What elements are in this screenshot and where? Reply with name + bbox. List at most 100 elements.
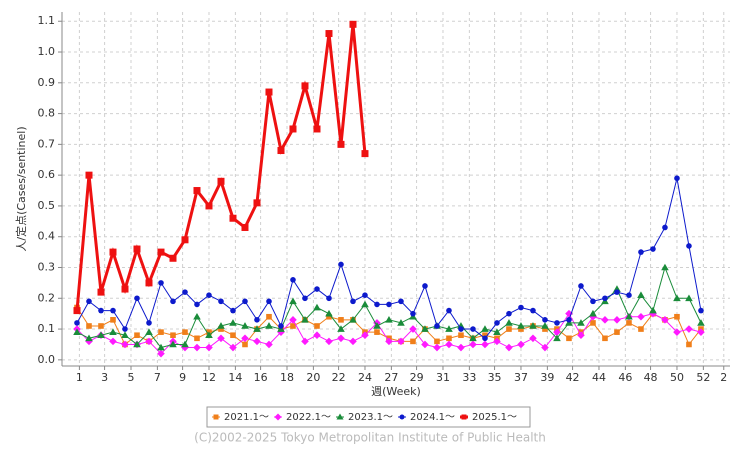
legend-box <box>206 406 531 428</box>
data-point <box>505 343 513 352</box>
data-point <box>518 304 524 311</box>
data-point <box>577 331 585 340</box>
data-point <box>194 335 200 342</box>
data-point <box>241 334 249 343</box>
legend-marker <box>274 413 282 421</box>
data-point <box>374 301 380 308</box>
x-tick-label: 1 <box>76 371 83 384</box>
data-point <box>193 312 201 320</box>
data-point <box>397 337 405 346</box>
legend-label: 2021.1～ <box>224 412 269 423</box>
x-tick-label: 46 <box>618 371 632 384</box>
data-point <box>553 334 561 342</box>
data-point <box>421 325 429 332</box>
data-point <box>361 331 369 340</box>
data-point <box>301 82 309 90</box>
data-point <box>650 246 656 252</box>
data-point <box>314 323 320 329</box>
data-point <box>278 323 284 329</box>
x-tick-label: 12 <box>202 371 216 384</box>
legend-label: 2025.1～ <box>472 412 517 423</box>
data-point <box>193 187 201 195</box>
data-point <box>577 319 585 326</box>
data-point <box>158 329 164 335</box>
data-point <box>134 332 140 339</box>
x-axis-label: 週(Week) <box>371 385 421 398</box>
data-point <box>445 340 453 349</box>
data-point <box>566 335 572 342</box>
data-point <box>253 199 261 207</box>
data-point <box>458 326 464 332</box>
x-tick-label: 18 <box>280 371 294 384</box>
data-point <box>266 313 272 320</box>
data-point <box>86 298 92 305</box>
x-tick-label: 48 <box>644 371 658 384</box>
data-point <box>505 319 513 326</box>
data-point <box>589 309 597 317</box>
data-point <box>698 307 704 314</box>
data-point <box>289 316 297 324</box>
x-tick-label: 2 <box>720 371 727 384</box>
data-point <box>518 326 524 332</box>
data-point <box>349 20 357 28</box>
data-point <box>637 291 645 298</box>
data-point <box>386 301 392 308</box>
data-point <box>133 245 141 253</box>
data-point <box>97 288 105 296</box>
y-tick-label: 1.1 <box>38 14 56 27</box>
data-point <box>73 328 81 335</box>
data-point <box>385 316 393 323</box>
data-point <box>290 277 296 283</box>
x-tick-label: 22 <box>332 371 346 384</box>
data-point <box>253 325 261 332</box>
data-point <box>229 214 237 222</box>
data-point <box>673 328 681 336</box>
data-point <box>685 294 693 302</box>
data-point <box>626 292 632 299</box>
y-tick-label: 0.6 <box>38 168 56 181</box>
data-point <box>506 326 512 332</box>
data-point <box>217 177 225 185</box>
x-tick-label: 37 <box>514 371 528 384</box>
data-point <box>182 329 188 335</box>
data-point <box>325 337 333 346</box>
data-point <box>517 322 525 329</box>
data-point <box>385 337 393 346</box>
y-tick-label: 0.8 <box>38 107 56 120</box>
data-point <box>517 340 525 349</box>
data-point <box>661 316 669 324</box>
x-tick-label: 42 <box>566 371 580 384</box>
y-tick-label: 1.0 <box>38 45 56 58</box>
y-axis-label: 人/定点(Cases/sentinel) <box>14 126 28 251</box>
data-point <box>410 338 416 345</box>
data-point <box>289 297 297 305</box>
x-tick-label: 39 <box>540 371 554 384</box>
data-point <box>578 283 584 289</box>
data-point <box>409 325 417 333</box>
legend-label: 2023.1～ <box>348 412 393 423</box>
data-point <box>638 249 644 255</box>
y-tick-label: 0.3 <box>38 260 56 273</box>
data-point <box>170 298 176 305</box>
data-point <box>122 326 128 332</box>
footer: (C)2002-2025 Tokyo Metropolitan Institut… <box>194 431 546 445</box>
data-point <box>170 332 176 339</box>
data-point <box>86 323 92 329</box>
x-tick-label: 24 <box>358 371 372 384</box>
data-point <box>686 341 692 348</box>
data-point <box>661 263 669 271</box>
data-point <box>469 340 477 349</box>
data-point <box>541 322 549 329</box>
data-point <box>206 292 212 299</box>
data-point <box>157 349 165 358</box>
data-point <box>541 343 549 352</box>
data-point <box>242 298 248 305</box>
data-point <box>410 310 416 317</box>
data-point <box>637 312 645 321</box>
legend-marker <box>336 413 344 420</box>
data-point <box>169 340 177 348</box>
data-point <box>205 331 213 339</box>
data-point <box>253 337 261 346</box>
x-tick-label: 27 <box>384 371 398 384</box>
data-point <box>289 125 297 133</box>
